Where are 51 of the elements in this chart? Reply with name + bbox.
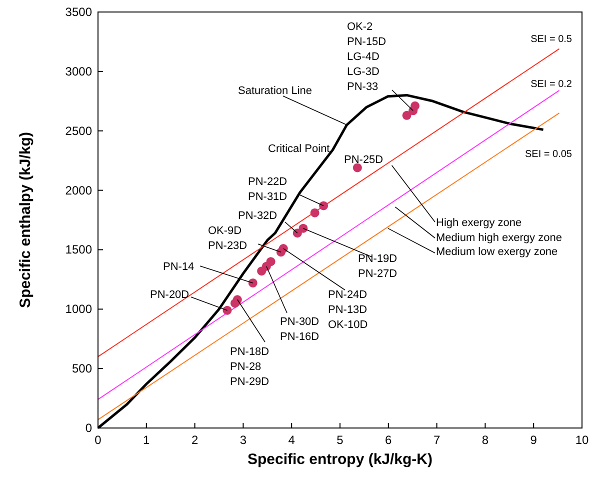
x-tick-label: 2 — [191, 433, 198, 447]
x-tick-label: 5 — [336, 433, 344, 447]
x-tick-label: 8 — [482, 433, 489, 447]
point — [410, 101, 420, 110]
y-tick-label: 3000 — [65, 64, 92, 78]
annotation: PN-18D PN-28 PN-29D — [230, 346, 270, 388]
x-tick-label: 7 — [433, 433, 440, 447]
x-tick-label: 10 — [575, 433, 589, 447]
annotation: Saturation Line — [238, 85, 312, 97]
annotation: OK-2 PN-15D LG-4D LG-3D PN-33 — [347, 21, 386, 93]
y-tick-label: 0 — [85, 421, 92, 435]
point — [222, 306, 232, 315]
point — [310, 208, 320, 218]
y-tick-label: 1500 — [65, 242, 92, 257]
annotation: PN-30D PN-16D — [280, 316, 320, 343]
point — [352, 163, 362, 172]
annotation: PN-25D — [344, 154, 384, 166]
y-tick-label: 2500 — [65, 124, 92, 138]
point — [230, 298, 240, 308]
x-tick-label: 6 — [385, 433, 392, 447]
annotation: Critical Point — [268, 143, 330, 155]
x-tick-label: 9 — [530, 433, 538, 447]
y-tick-label: 3500 — [65, 5, 92, 19]
point — [319, 201, 328, 210]
series-label: SEI = 0.5 — [530, 34, 572, 45]
annotation: Medium low exergy zone — [436, 246, 558, 258]
y-axis-title: Specific enthalpy (kJ/kg) — [17, 132, 34, 308]
y-tick-label: 500 — [72, 362, 92, 376]
annotation: Medium high exergy zone — [436, 232, 562, 244]
point — [292, 228, 302, 238]
annotation: OK-9D PN-23D — [208, 225, 248, 252]
annotation: PN-14 — [163, 261, 194, 273]
x-tick-label: 0 — [94, 433, 102, 447]
x-axis-title: Specific entropy (kJ/kg-K) — [247, 451, 433, 468]
x-tick-label: 3 — [240, 433, 247, 447]
annotation: High exergy zone — [436, 217, 522, 229]
x-tick-label: 1 — [143, 433, 150, 447]
series-label: SEI = 0.2 — [530, 79, 572, 90]
annotation: PN-22D PN-31D — [248, 176, 288, 203]
point — [257, 266, 266, 276]
annotation: PN-32D — [238, 210, 278, 222]
annotation: PN-24D PN-13D OK-10D — [328, 289, 368, 331]
y-tick-label: 2000 — [65, 183, 92, 198]
y-tick-label: 1000 — [65, 302, 92, 316]
point — [248, 278, 258, 288]
x-tick-label: 4 — [288, 433, 296, 447]
annotation: PN-19D PN-27D — [358, 253, 398, 280]
series-label: SEI = 0.05 — [525, 149, 572, 160]
point — [402, 110, 412, 120]
point — [276, 248, 286, 257]
annotation: PN-20D — [150, 289, 190, 301]
